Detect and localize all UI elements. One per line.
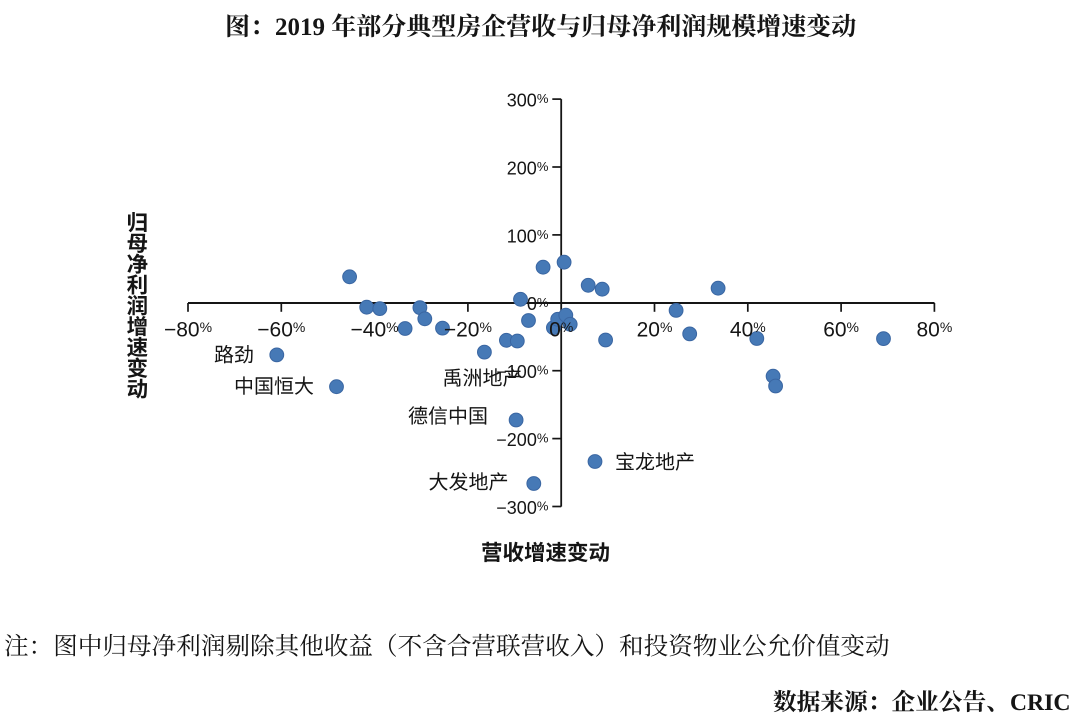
svg-text:60%: 60% bbox=[823, 319, 859, 342]
svg-text:80%: 80% bbox=[916, 319, 952, 342]
svg-text:−80%: −80% bbox=[164, 319, 212, 342]
svg-text:0%: 0% bbox=[527, 294, 549, 314]
svg-text:−40%: −40% bbox=[351, 319, 399, 342]
svg-text:−100%: −100% bbox=[496, 362, 549, 382]
svg-text:300%: 300% bbox=[507, 91, 549, 111]
svg-text:200%: 200% bbox=[507, 158, 549, 178]
svg-text:20%: 20% bbox=[637, 319, 673, 342]
svg-text:−20%: −20% bbox=[444, 319, 492, 342]
svg-text:−200%: −200% bbox=[496, 430, 549, 450]
svg-text:−60%: −60% bbox=[257, 319, 305, 342]
svg-text:100%: 100% bbox=[507, 226, 549, 246]
svg-text:−300%: −300% bbox=[496, 498, 549, 518]
